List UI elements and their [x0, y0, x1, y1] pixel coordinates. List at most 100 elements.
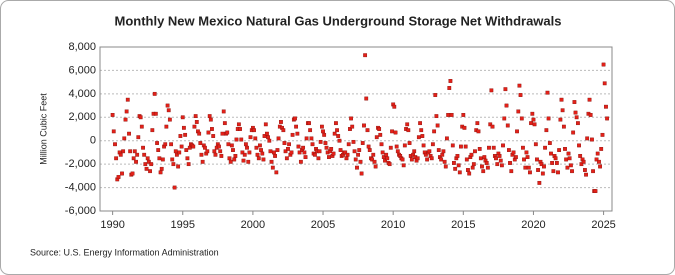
point	[363, 53, 368, 58]
point	[150, 128, 155, 133]
point	[148, 169, 152, 174]
point	[572, 100, 577, 104]
point	[598, 164, 602, 169]
point	[228, 159, 233, 164]
point	[558, 117, 563, 122]
point	[546, 116, 551, 121]
point	[475, 121, 480, 126]
point	[535, 157, 539, 162]
point	[374, 135, 379, 140]
point	[401, 163, 406, 168]
point	[197, 131, 202, 136]
point	[258, 143, 262, 148]
point	[455, 154, 460, 158]
point	[135, 152, 140, 157]
point	[585, 136, 590, 141]
point	[432, 129, 437, 134]
point	[523, 165, 528, 170]
point	[312, 152, 317, 157]
point	[343, 150, 348, 155]
point	[470, 165, 475, 170]
point	[260, 151, 265, 156]
point	[566, 151, 571, 156]
point	[350, 124, 355, 129]
x-tick-label: 2000	[241, 219, 265, 231]
point	[450, 143, 455, 148]
point	[427, 149, 432, 154]
point	[473, 149, 477, 154]
point	[480, 164, 484, 169]
point	[208, 117, 213, 122]
point	[273, 154, 277, 158]
point	[353, 157, 358, 162]
point	[351, 139, 356, 144]
point	[595, 151, 600, 156]
point	[412, 149, 417, 154]
point	[261, 157, 266, 162]
point	[157, 156, 162, 161]
point	[180, 115, 185, 120]
point	[370, 157, 375, 162]
point	[236, 122, 241, 127]
point	[372, 159, 377, 164]
point	[206, 130, 211, 135]
point	[193, 114, 198, 119]
point	[344, 156, 349, 161]
point	[373, 164, 378, 169]
point	[332, 131, 337, 136]
point	[142, 152, 147, 157]
point	[554, 161, 559, 165]
point	[461, 113, 466, 117]
point	[378, 132, 383, 137]
point	[388, 145, 393, 150]
point	[367, 148, 372, 152]
point	[177, 150, 182, 155]
point	[501, 143, 505, 148]
point	[516, 109, 521, 114]
point	[125, 97, 130, 102]
point	[186, 162, 191, 167]
point	[402, 143, 407, 148]
point	[466, 168, 470, 172]
point	[357, 148, 362, 152]
point	[287, 142, 291, 147]
point	[579, 162, 584, 167]
point	[118, 152, 123, 157]
point	[380, 150, 385, 155]
point	[416, 135, 421, 140]
point	[421, 143, 426, 148]
point	[442, 159, 447, 164]
source-note: Source: U.S. Energy Information Administ…	[30, 247, 219, 257]
point	[304, 136, 309, 141]
point	[127, 131, 131, 136]
point	[515, 129, 519, 134]
point	[394, 144, 399, 149]
point	[225, 130, 230, 135]
point	[130, 171, 135, 176]
point	[295, 131, 300, 136]
point	[563, 147, 567, 151]
point	[430, 142, 435, 147]
point	[533, 142, 538, 147]
point	[145, 156, 150, 161]
point	[267, 138, 272, 143]
point	[498, 158, 503, 163]
point	[405, 122, 410, 127]
point	[124, 109, 129, 114]
point	[522, 157, 526, 162]
y-tick-label: -6,000	[65, 205, 96, 217]
point	[406, 128, 411, 133]
point	[152, 91, 157, 96]
point	[232, 157, 237, 162]
point	[439, 157, 444, 162]
point	[559, 97, 564, 102]
point	[303, 155, 308, 160]
point	[529, 121, 533, 126]
point	[255, 152, 260, 157]
point	[170, 157, 175, 162]
point	[392, 104, 397, 109]
point	[307, 121, 311, 126]
point	[160, 157, 165, 162]
point	[377, 127, 382, 131]
point	[576, 121, 580, 126]
